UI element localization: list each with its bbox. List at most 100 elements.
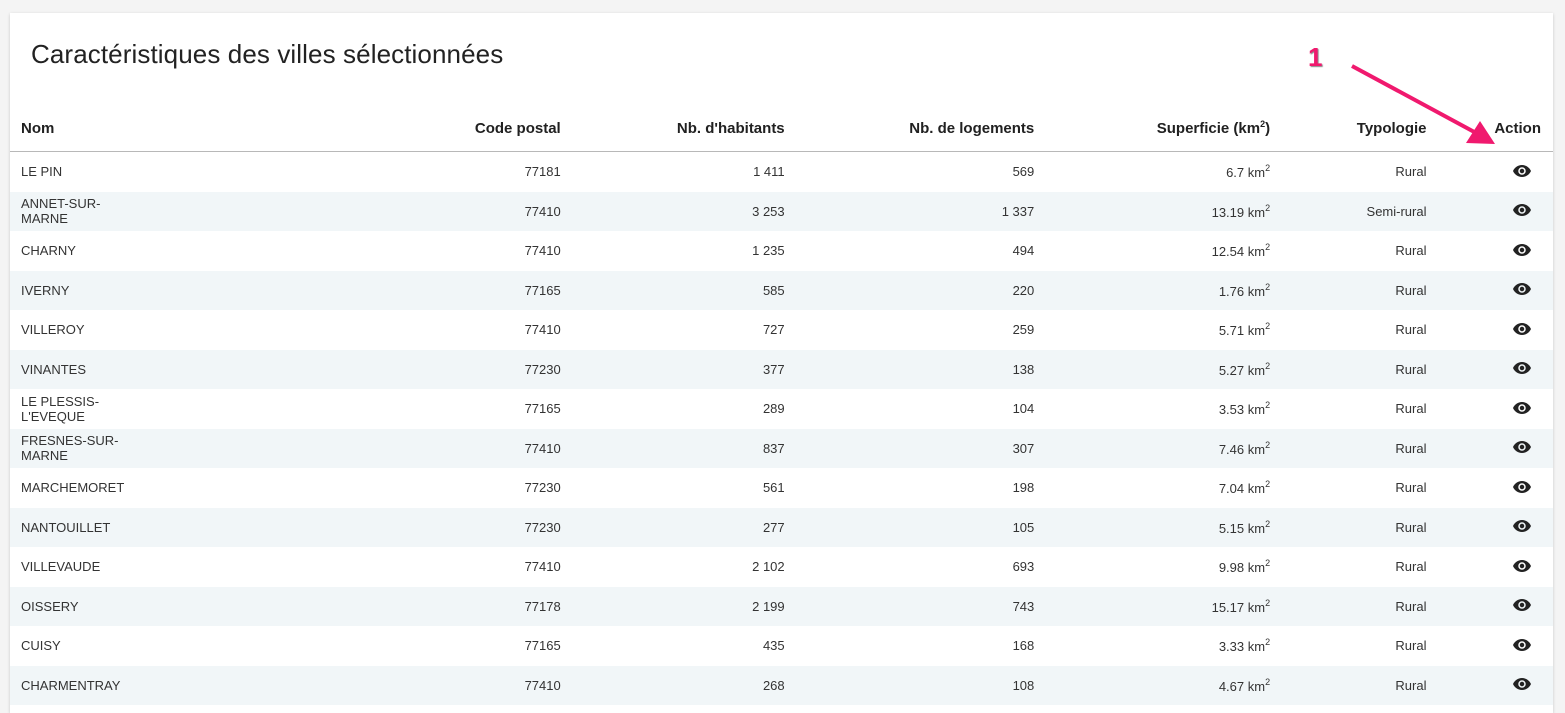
view-eye-icon[interactable] xyxy=(1513,401,1531,417)
cell-logements: 1 337 xyxy=(1001,203,1035,219)
cell-superficie: 5.71 km2 xyxy=(1034,310,1270,350)
unit-sup: 2 xyxy=(1265,518,1271,529)
superficie-value: 7.04 xyxy=(1218,481,1245,497)
unit-sup: 2 xyxy=(1265,597,1271,608)
view-eye-icon[interactable] xyxy=(1513,599,1531,614)
cell-typologie: Rural xyxy=(1395,401,1427,417)
cell-nom: VILLEVAUDE xyxy=(21,559,101,575)
superficie-value: 5.15 xyxy=(1218,520,1245,536)
cell-action xyxy=(1427,192,1554,232)
cell-code-postal: 77410 xyxy=(524,322,561,338)
cell-code-postal: 77410 xyxy=(524,440,561,456)
cell-habitants: 1 411 xyxy=(753,164,785,180)
view-eye-icon[interactable] xyxy=(1513,283,1531,298)
cell-logements: 259 xyxy=(1012,322,1035,338)
column-header-nom[interactable]: Nom xyxy=(10,105,125,152)
cell-typologie: Rural xyxy=(1395,598,1427,614)
superficie-value: 1.76 xyxy=(1218,283,1245,299)
column-header-code-postal[interactable]: Code postal xyxy=(124,105,561,152)
unit: km xyxy=(1247,323,1266,339)
view-eye-icon[interactable] xyxy=(1513,559,1531,575)
cell-habitants: 435 xyxy=(762,638,785,654)
view-eye-icon[interactable] xyxy=(1513,441,1531,456)
cell-habitants: 377 xyxy=(762,361,785,377)
cell-code-postal: 77181 xyxy=(524,164,561,180)
cell-action xyxy=(1427,152,1554,192)
cell-habitants: 277 xyxy=(762,519,785,535)
unit: km xyxy=(1247,402,1266,418)
cell-action xyxy=(1427,666,1554,706)
unit: km xyxy=(1247,481,1266,497)
unit: km xyxy=(1247,441,1266,457)
cell-superficie: 6.7 km2 xyxy=(1034,152,1270,192)
cell-typologie: Rural xyxy=(1395,519,1427,535)
view-eye-icon[interactable] xyxy=(1513,243,1531,259)
cell-habitants: 561 xyxy=(762,480,785,496)
cell-superficie: 5.15 km2 xyxy=(1034,508,1270,548)
cell-superficie: 1.76 km2 xyxy=(1034,271,1270,311)
cities-table: Nom Code postal Nb. d'habitants Nb. de l… xyxy=(10,105,1553,705)
table-row: VILLEVAUDE 77410 2 102 693 9.98 km2 Rural xyxy=(10,547,1553,587)
cell-logements: 198 xyxy=(1012,480,1035,496)
unit: km xyxy=(1247,639,1266,655)
cell-code-postal: 77230 xyxy=(524,519,561,535)
column-header-superficie[interactable]: Superficie (km2) xyxy=(1034,105,1271,152)
view-eye-icon[interactable] xyxy=(1513,678,1531,693)
cell-nom: CUISY xyxy=(21,638,61,654)
table-row: LE PLESSIS-L'EVEQUE 77165 289 104 3.53 km2 Ru… xyxy=(10,389,1553,429)
cell-code-postal: 77410 xyxy=(524,243,561,259)
view-eye-icon[interactable] xyxy=(1513,638,1531,654)
cell-code-postal: 77165 xyxy=(524,282,561,298)
superficie-value: 12.54 xyxy=(1211,244,1245,260)
superficie-value: 5.27 xyxy=(1218,362,1245,378)
unit-sup: 2 xyxy=(1265,400,1271,411)
unit-sup: 2 xyxy=(1265,479,1271,490)
view-eye-icon[interactable] xyxy=(1513,204,1531,219)
cell-superficie: 13.19 km2 xyxy=(1034,192,1271,232)
superficie-label: Superficie (km xyxy=(1156,120,1261,137)
page-title: Caractéristiques des villes sélectionnée… xyxy=(31,39,504,69)
table-row: OISSERY 77178 2 199 743 15.17 km2 Rural xyxy=(10,586,1553,626)
view-eye-icon[interactable] xyxy=(1513,164,1531,180)
view-eye-icon[interactable] xyxy=(1513,520,1531,535)
cell-typologie: Rural xyxy=(1395,559,1427,575)
superficie-value: 15.17 xyxy=(1211,599,1245,615)
cell-habitants: 289 xyxy=(762,401,785,417)
cell-code-postal: 77410 xyxy=(524,677,561,693)
cell-logements: 108 xyxy=(1012,677,1035,693)
view-eye-icon[interactable] xyxy=(1513,362,1531,377)
cell-superficie: 7.04 km2 xyxy=(1034,468,1270,508)
cell-typologie: Rural xyxy=(1395,480,1427,496)
cell-action xyxy=(1427,626,1554,666)
superficie-value: 4.67 xyxy=(1218,678,1245,694)
column-header-habitants[interactable]: Nb. d'habitants xyxy=(560,105,785,152)
cell-typologie: Rural xyxy=(1395,243,1427,259)
cell-typologie: Rural xyxy=(1395,282,1427,298)
view-eye-icon[interactable] xyxy=(1513,322,1531,338)
cell-habitants: 585 xyxy=(762,282,785,298)
superficie-value: 7.46 xyxy=(1218,441,1245,457)
cell-habitants: 837 xyxy=(762,440,785,456)
unit: km xyxy=(1247,678,1266,694)
superficie-value: 3.33 xyxy=(1218,639,1245,655)
table-row: FRESNES-SUR-MARNE 77410 837 307 7.46 km2 Rura… xyxy=(10,428,1553,468)
cell-logements: 569 xyxy=(1012,164,1035,180)
column-header-logements[interactable]: Nb. de logements xyxy=(784,105,1035,152)
cell-logements: 307 xyxy=(1012,440,1035,456)
cell-habitants: 2 199 xyxy=(752,598,785,614)
unit-sup: 2 xyxy=(1265,439,1271,450)
cell-nom: CHARMENTRAY xyxy=(21,677,121,693)
cities-card: Caractéristiques des villes sélectionnée… xyxy=(10,13,1553,713)
cell-action xyxy=(1427,231,1554,271)
table-row: CHARNY 77410 1 235 494 12.54 km2 Rural xyxy=(10,231,1553,271)
view-eye-icon[interactable] xyxy=(1513,480,1531,496)
unit-sup: 2 xyxy=(1265,558,1271,569)
unit: km xyxy=(1247,520,1266,536)
cell-nom: VINANTES xyxy=(21,361,87,377)
superficie-value: 5.71 xyxy=(1218,323,1245,339)
column-header-typologie[interactable]: Typologie xyxy=(1270,105,1427,152)
cell-code-postal: 77230 xyxy=(524,480,561,496)
cell-action xyxy=(1427,508,1554,548)
annotation-number: 1 xyxy=(1308,42,1323,72)
cell-typologie: Rural xyxy=(1395,677,1427,693)
